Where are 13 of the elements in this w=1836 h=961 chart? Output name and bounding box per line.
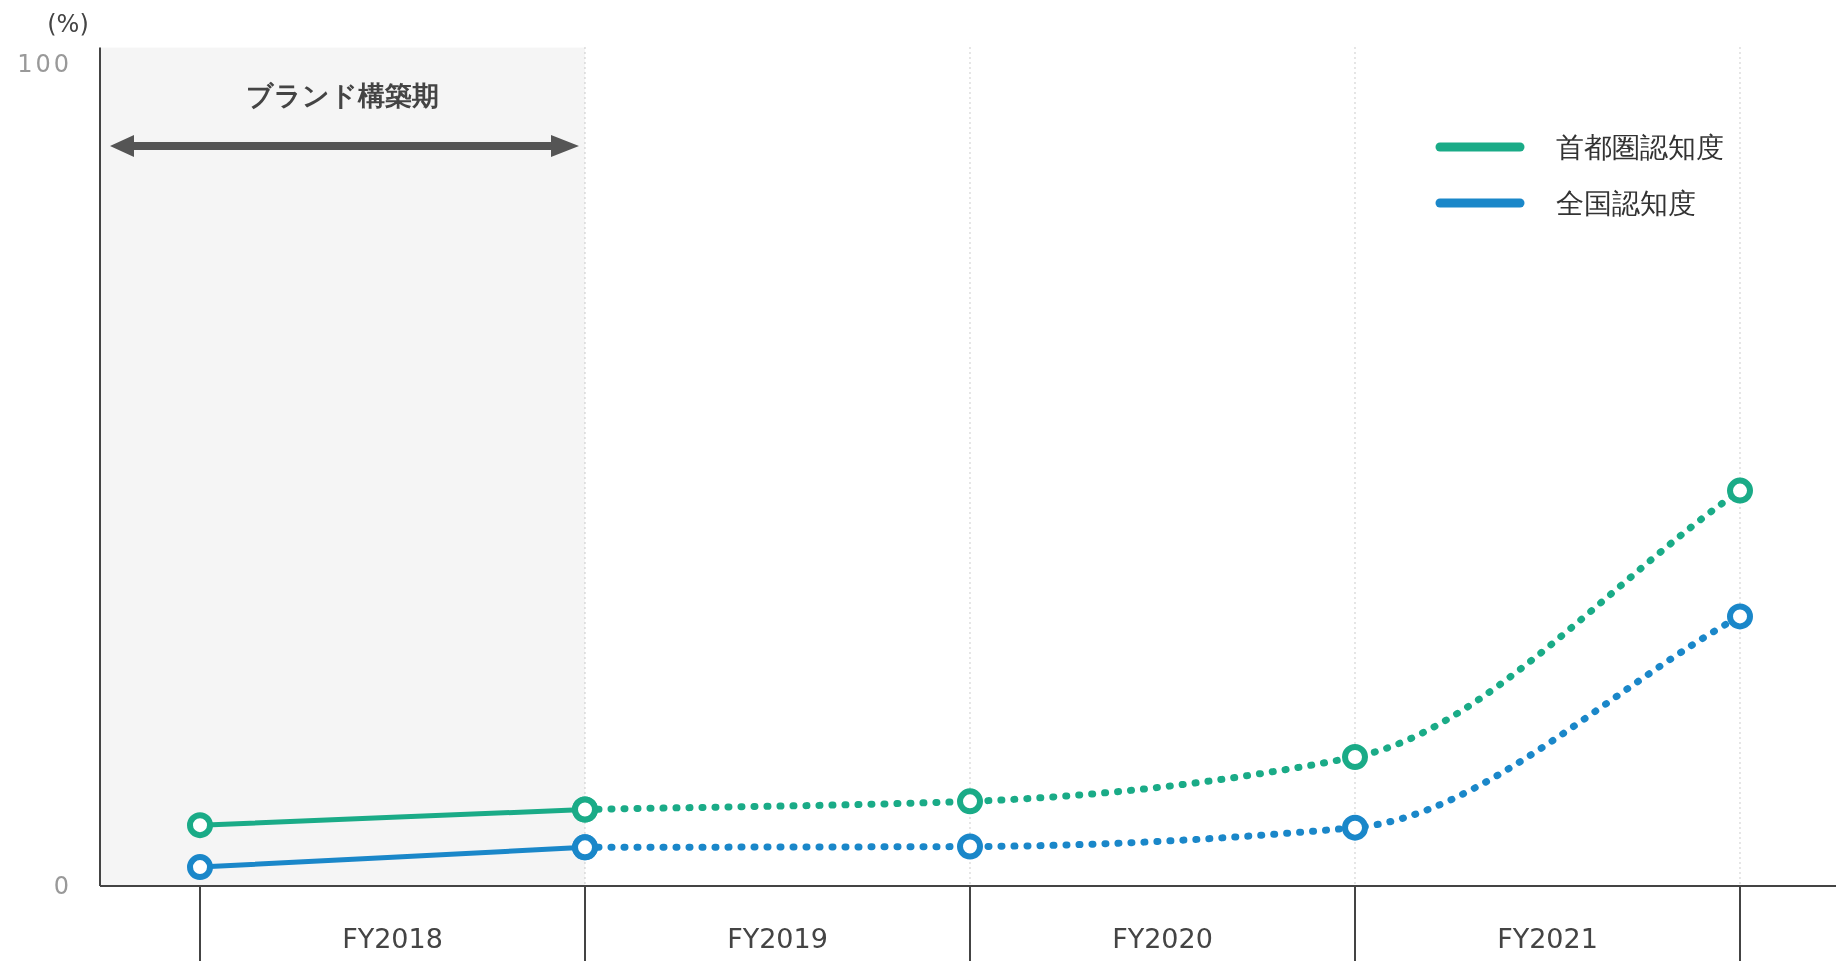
text: FY2021 <box>1497 923 1598 954</box>
picture-shade: ブランド構築期 <box>100 47 585 886</box>
text: FY2020 <box>1112 923 1213 954</box>
legend-item: 全国認知度 <box>1435 187 1696 220</box>
text: FY2019 <box>727 923 828 954</box>
legend-label: 首都圏認知度 <box>1556 131 1724 164</box>
y-tick-label: 0 <box>53 872 72 900</box>
legend-item: 首都圏認知度 <box>1435 131 1724 164</box>
text: FY2018 <box>342 923 443 954</box>
annotation: ブランド構築期 <box>246 80 439 111</box>
y-tick-label: 100 <box>17 50 72 78</box>
y-axis-title: (%) <box>47 10 89 38</box>
legend-label: 全国認知度 <box>1556 187 1696 220</box>
